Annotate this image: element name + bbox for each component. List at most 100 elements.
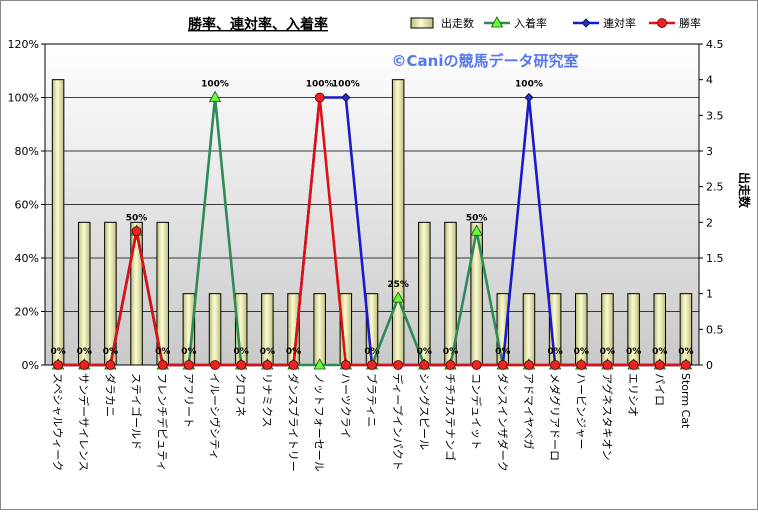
x-tick-label: コンデュイット xyxy=(470,373,484,450)
data-label: 0% xyxy=(652,347,667,357)
y-left-tick-label: 100% xyxy=(8,92,39,105)
data-point xyxy=(471,360,482,370)
bar xyxy=(208,293,222,366)
bar xyxy=(391,79,405,366)
data-point xyxy=(105,360,116,370)
data-label: 0% xyxy=(286,347,301,357)
y-left-tick-label: 20% xyxy=(15,306,39,319)
data-point xyxy=(419,360,430,370)
data-label: 0% xyxy=(364,347,379,357)
y-right-tick-label: 2 xyxy=(706,216,713,229)
data-point xyxy=(208,90,222,102)
data-point xyxy=(314,92,325,103)
y-right-tick-label: 1 xyxy=(706,288,713,301)
data-label: 100% xyxy=(332,80,360,90)
data-point xyxy=(367,360,377,370)
y-left-tick-label: 120% xyxy=(8,38,39,51)
data-label: 0% xyxy=(678,347,693,357)
y-right-tick-label: 4.5 xyxy=(706,38,724,51)
data-label: 0% xyxy=(155,347,170,357)
bar xyxy=(130,221,143,366)
data-point xyxy=(340,360,351,370)
axes: 0% 20% 40% 60% 80% 100% 120% 0 0.5 1 1.5 2 2.5 3 3.5 4 4… xyxy=(8,38,724,472)
data-point xyxy=(393,360,404,370)
data-label: 0% xyxy=(600,347,615,357)
x-tick-label: ノットフォーセール xyxy=(313,373,326,472)
x-tick-label: フレンチデピュティ xyxy=(156,373,170,471)
x-tick-label: アフリート xyxy=(182,373,195,428)
x-tick-label: エリシオ xyxy=(627,373,640,417)
data-label: 0% xyxy=(103,347,118,357)
data-labels: 0% 0% 0%50%0% 0%100%0% 0% 0%100%100%0%25%0% 0%… xyxy=(50,80,693,358)
data-label: 0% xyxy=(495,347,510,357)
x-tick-label: ブラティニ xyxy=(365,373,379,427)
x-tick-label: パイロ xyxy=(653,373,666,406)
data-label: 25% xyxy=(387,280,409,290)
data-point xyxy=(576,360,587,370)
data-point xyxy=(550,360,561,370)
y-right-tick-label: 4 xyxy=(706,74,713,87)
x-tick-label: シングスピール xyxy=(417,373,431,450)
data-point xyxy=(313,358,326,370)
data-point xyxy=(391,291,405,303)
data-label: 0% xyxy=(181,347,196,357)
bar xyxy=(418,221,431,366)
data-point xyxy=(524,92,534,103)
bar xyxy=(313,293,326,366)
data-point xyxy=(497,360,508,370)
data-label: 0% xyxy=(547,347,562,357)
bar xyxy=(470,221,483,366)
x-tick-label: ディープインパクト xyxy=(391,373,405,471)
legend-marker xyxy=(657,18,667,28)
x-tick-label: スペシャルウィーク xyxy=(51,373,64,471)
x-tick-label: サンデーサイレンス xyxy=(77,373,91,472)
data-point xyxy=(236,360,247,370)
data-label: 0% xyxy=(260,347,275,357)
bar xyxy=(51,79,65,366)
data-label: 0% xyxy=(443,347,458,357)
data-point xyxy=(288,360,299,370)
x-tick-label: メダグリアドーロ xyxy=(548,373,562,461)
x-tick-label: ダンスブライトリー xyxy=(287,373,301,472)
data-point xyxy=(681,360,691,370)
data-label: 0% xyxy=(417,347,432,357)
y-left-tick-label: 40% xyxy=(15,252,39,265)
chart-title: 勝率、連対率、入着率 xyxy=(188,16,328,33)
x-tick-label: アグネスタキオン xyxy=(600,373,614,460)
data-point xyxy=(524,360,534,370)
x-tick-label: チチカステナンゴ xyxy=(443,373,457,461)
legend: 出走数 入着率 連対率 勝率 xyxy=(410,16,701,30)
data-point xyxy=(53,360,63,370)
data-label: 50% xyxy=(466,213,488,223)
data-point xyxy=(131,226,142,237)
x-tick-label: ハービンジャー xyxy=(574,373,587,449)
bar xyxy=(522,293,536,366)
x-tick-label: ダラカニ xyxy=(103,373,117,417)
data-point xyxy=(470,224,483,236)
x-tick-label: Storm Cat xyxy=(679,373,692,429)
data-point xyxy=(79,360,90,370)
legend-label: 入着率 xyxy=(514,16,547,30)
legend-marker xyxy=(581,18,591,28)
y-right-tick-label: 3.5 xyxy=(706,109,724,122)
data-point xyxy=(445,360,456,370)
data-label: 0% xyxy=(626,347,641,357)
data-label: 100% xyxy=(201,80,229,90)
data-point xyxy=(341,92,351,103)
x-tick-label: アドマイヤベガ xyxy=(522,373,535,450)
data-label: 0% xyxy=(574,347,589,357)
y-right-tick-label: 3 xyxy=(706,145,713,158)
legend-label: 出走数 xyxy=(441,16,474,30)
x-tick-label: ハーツクライ xyxy=(339,373,352,439)
y-right-tick-label: 2.5 xyxy=(706,181,724,194)
x-tick-label: ステイゴールド xyxy=(130,373,144,450)
x-tick-label: クロフネ xyxy=(234,373,247,417)
y-left-tick-label: 60% xyxy=(15,199,39,212)
y-left-tick-label: 80% xyxy=(15,145,39,158)
y-right-tick-label: 1.5 xyxy=(706,252,724,265)
bar xyxy=(77,221,91,366)
data-label: 0% xyxy=(50,347,65,357)
data-label: 100% xyxy=(306,80,334,90)
